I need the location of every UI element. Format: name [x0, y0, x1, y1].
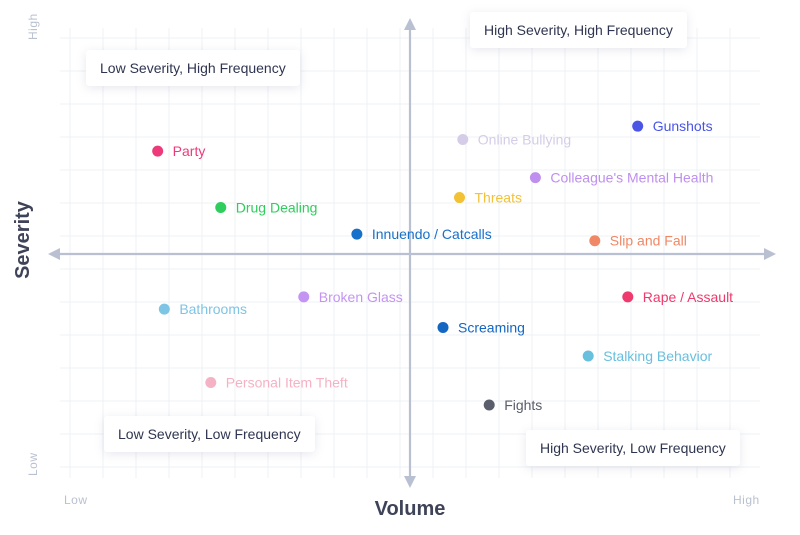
- quadrant-label-high-severity-low-frequency: High Severity, Low Frequency: [526, 430, 740, 466]
- y-axis-label: Severity: [12, 201, 34, 279]
- data-point-label: Colleague's Mental Health: [550, 170, 713, 186]
- data-point-label: Party: [173, 143, 206, 159]
- quadrant-label-high-severity-high-frequency: High Severity, High Frequency: [470, 12, 687, 48]
- y-tick-high: High: [26, 13, 40, 40]
- data-point-marker: [529, 172, 541, 184]
- data-point-marker: [158, 303, 170, 315]
- data-point-label: Stalking Behavior: [603, 348, 712, 364]
- data-point-label: Fights: [504, 397, 542, 413]
- data-point-marker: [437, 321, 449, 333]
- data-point-label: Personal Item Theft: [226, 375, 348, 391]
- data-point-marker: [454, 192, 465, 204]
- data-point-marker: [298, 291, 310, 303]
- data-point-marker: [622, 291, 634, 303]
- x-tick-high: High: [733, 493, 760, 507]
- data-point-label: Bathrooms: [179, 301, 247, 317]
- data-point-label: Screaming: [458, 319, 525, 335]
- data-point-label: Drug Dealing: [236, 200, 318, 216]
- data-point-label: Gunshots: [653, 118, 713, 134]
- data-point-marker: [483, 399, 495, 411]
- data-point-marker: [457, 133, 469, 145]
- data-point-label: Slip and Fall: [610, 233, 687, 249]
- x-axis-arrow-right: [764, 248, 776, 260]
- y-axis-arrow-top: [404, 18, 416, 30]
- data-point-label: Innuendo / Catcalls: [372, 226, 492, 242]
- quadrant-label-low-severity-low-frequency: Low Severity, Low Frequency: [104, 416, 315, 452]
- x-axis-arrow-left: [48, 248, 60, 260]
- data-point-label: Online Bullying: [478, 131, 571, 147]
- y-tick-low: Low: [26, 452, 40, 476]
- data-point-marker: [632, 120, 644, 132]
- y-axis-arrow-bottom: [404, 476, 416, 488]
- x-tick-low: Low: [64, 493, 88, 507]
- data-point-marker: [152, 145, 164, 157]
- quadrant-label-low-severity-high-frequency: Low Severity, High Frequency: [86, 50, 300, 86]
- data-point-label: Threats: [475, 190, 522, 206]
- data-point-marker: [589, 235, 601, 247]
- data-point-marker: [582, 350, 594, 362]
- x-axis-label: Volume: [374, 498, 446, 520]
- data-point-marker: [205, 377, 217, 389]
- data-point-label: Rape / Assault: [643, 289, 733, 305]
- data-point-marker: [215, 202, 227, 214]
- data-point-marker: [351, 228, 363, 240]
- data-point-label: Broken Glass: [319, 289, 403, 305]
